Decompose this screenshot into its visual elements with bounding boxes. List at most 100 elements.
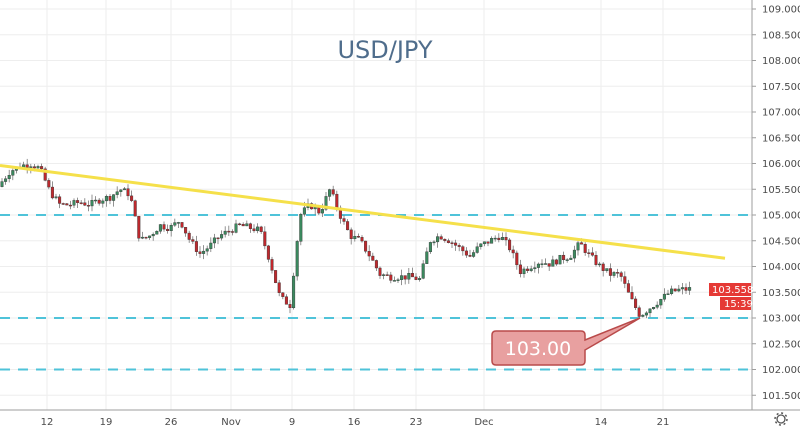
candle-up	[428, 242, 432, 253]
candle-down	[450, 242, 454, 244]
candle-down	[238, 223, 242, 226]
candle-down	[263, 231, 267, 247]
candle-down	[288, 304, 292, 309]
candle-down	[504, 237, 508, 241]
candle-down	[230, 231, 234, 233]
candle-up	[245, 223, 249, 227]
candle-down	[554, 259, 558, 265]
candle-up	[482, 241, 486, 245]
candle-down	[40, 166, 44, 170]
callout-box	[491, 317, 641, 366]
candle-up	[490, 238, 494, 244]
time-tick-label: 23	[410, 417, 423, 428]
candle-up	[652, 307, 656, 310]
candle-up	[176, 222, 180, 224]
candle-down	[547, 263, 551, 267]
candle-up	[101, 200, 105, 204]
candle-down	[331, 189, 335, 195]
candle-down	[191, 239, 195, 242]
settings-gear-icon[interactable]	[774, 412, 788, 426]
last-price-label: 103.558 15:39	[709, 283, 753, 310]
candle-up	[533, 267, 537, 270]
candle-down	[414, 276, 418, 280]
candle-down	[356, 236, 360, 238]
candle-down	[25, 164, 29, 168]
candle-up	[158, 224, 162, 232]
candle-down	[580, 242, 584, 245]
time-tick-label: 14	[595, 417, 608, 428]
candle-up	[104, 195, 108, 202]
candle-up	[576, 242, 580, 251]
candle-down	[198, 251, 202, 254]
candle-down	[227, 230, 231, 233]
candle-up	[54, 196, 58, 199]
candle-down	[184, 227, 188, 234]
candle-up	[400, 275, 404, 280]
candle-down	[684, 287, 688, 291]
time-tick-label: Nov	[221, 417, 241, 428]
time-tick-label: 16	[348, 417, 361, 428]
price-tick-label: 105.000	[762, 211, 800, 222]
time-tick-label: 9	[289, 417, 295, 428]
candle-up	[302, 207, 306, 215]
candles	[0, 158, 692, 319]
price-tick-label: 107.500	[762, 82, 800, 93]
candle-up	[292, 275, 296, 309]
candle-up	[202, 250, 206, 254]
candle-down	[216, 237, 220, 240]
candle-down	[454, 242, 458, 246]
candle-down	[68, 204, 72, 207]
price-tick-label: 109.000	[762, 5, 800, 16]
candle-down	[634, 298, 638, 308]
price-tick-label: 103.500	[762, 288, 800, 299]
candle-down	[364, 240, 368, 252]
candle-down	[32, 166, 36, 169]
candle-up	[29, 166, 33, 168]
candle-up	[90, 200, 94, 207]
candle-down	[367, 251, 371, 257]
candle-up	[551, 259, 555, 267]
candle-down	[58, 196, 62, 204]
candle-down	[389, 274, 393, 281]
candle-down	[126, 188, 130, 197]
candle-up	[569, 257, 573, 260]
time-axis[interactable]: 12 19 26 Nov 9 16 23 Dec 14 21	[41, 417, 670, 428]
candle-down	[410, 273, 414, 278]
candle-up	[436, 236, 440, 243]
price-tick-label: 102.500	[762, 339, 800, 350]
candle-up	[688, 287, 692, 291]
chart-title: USD/JPY	[337, 36, 432, 64]
price-tick-label: 107.000	[762, 108, 800, 119]
price-tick-label: 103.000	[762, 314, 800, 325]
candle-up	[205, 248, 209, 252]
time-tick-label: 19	[100, 417, 113, 428]
price-callout[interactable]: 103.00	[491, 317, 641, 366]
candle-up	[598, 263, 602, 266]
candle-up	[421, 263, 425, 279]
candle-up	[151, 234, 155, 237]
candle-down	[508, 239, 512, 251]
candle-down	[594, 255, 598, 265]
candle-down	[130, 195, 134, 201]
candle-up	[475, 246, 479, 253]
candle-up	[169, 225, 173, 232]
trendline[interactable]	[0, 164, 726, 260]
price-tick-label: 108.000	[762, 56, 800, 67]
candle-up	[544, 263, 548, 265]
candle-up	[353, 236, 357, 240]
candle-up	[644, 312, 648, 316]
price-axis[interactable]: 109.000 108.500 108.000 107.500 107.000 106.5…	[752, 5, 800, 402]
candle-up	[536, 263, 540, 268]
candle-down	[266, 245, 270, 260]
candle-down	[630, 292, 634, 300]
candle-down	[47, 180, 51, 188]
time-tick-label: Dec	[474, 417, 493, 428]
candle-up	[407, 273, 411, 280]
candle-down	[241, 224, 245, 227]
candle-up	[612, 272, 616, 276]
candle-up	[432, 241, 436, 244]
candle-down	[284, 296, 288, 305]
candle-down	[335, 193, 339, 209]
